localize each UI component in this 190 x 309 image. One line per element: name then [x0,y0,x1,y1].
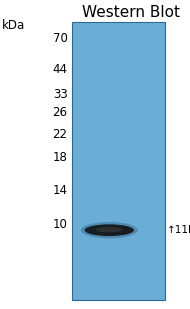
Text: 70: 70 [53,32,67,45]
FancyBboxPatch shape [72,22,165,300]
Text: kDa: kDa [2,19,25,32]
Text: 10: 10 [53,218,67,231]
Text: Western Blot: Western Blot [82,5,180,20]
Ellipse shape [85,224,134,236]
Text: ↑11kDa: ↑11kDa [167,225,190,235]
Text: 26: 26 [52,106,67,119]
Ellipse shape [96,227,123,232]
Text: 33: 33 [53,88,67,101]
Text: 22: 22 [52,128,67,141]
Text: 14: 14 [52,184,67,197]
Text: 44: 44 [52,63,67,76]
Ellipse shape [81,222,138,239]
Text: 18: 18 [53,151,67,164]
